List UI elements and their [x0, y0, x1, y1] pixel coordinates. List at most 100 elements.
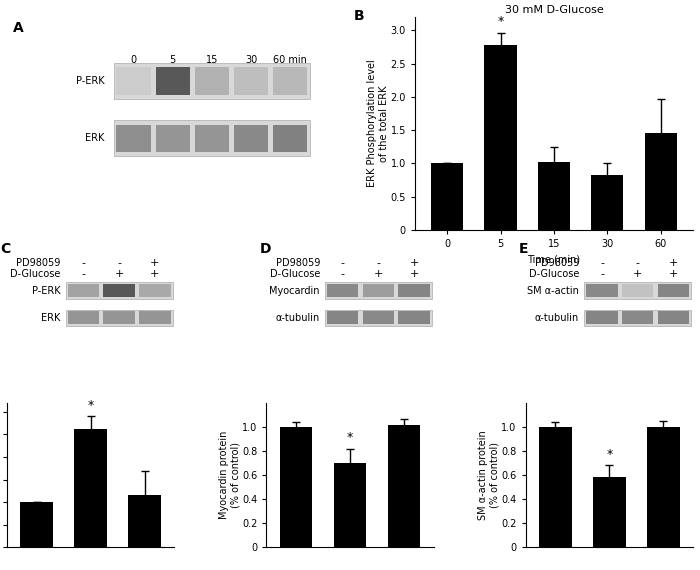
Bar: [658, 284, 690, 297]
Bar: [334, 463, 366, 547]
Bar: [622, 311, 654, 324]
Bar: [398, 284, 430, 297]
Text: *: *: [498, 15, 504, 28]
Bar: [114, 63, 310, 99]
Bar: [484, 45, 517, 230]
Text: D: D: [260, 242, 271, 256]
Text: -: -: [117, 258, 121, 268]
Text: +: +: [374, 270, 383, 279]
Bar: [104, 311, 135, 324]
Text: P-ERK: P-ERK: [32, 286, 60, 296]
Text: +: +: [668, 270, 678, 279]
Bar: [234, 67, 268, 95]
Bar: [68, 311, 99, 324]
Bar: [658, 311, 690, 324]
Text: -: -: [81, 258, 85, 268]
Text: 60 min: 60 min: [273, 55, 307, 64]
Text: -: -: [377, 258, 380, 268]
Bar: [325, 283, 432, 299]
Bar: [116, 125, 150, 152]
Text: -: -: [341, 270, 344, 279]
Bar: [593, 478, 626, 547]
Bar: [128, 495, 161, 547]
Text: B: B: [354, 9, 365, 23]
Text: +: +: [633, 270, 643, 279]
Text: +: +: [410, 258, 419, 268]
Text: 0: 0: [130, 55, 136, 64]
Bar: [280, 427, 312, 547]
Text: ERK: ERK: [85, 133, 105, 144]
Title: 30 mM D-Glucose: 30 mM D-Glucose: [505, 5, 603, 15]
Bar: [539, 427, 572, 547]
Bar: [139, 311, 171, 324]
Text: *: *: [606, 448, 612, 461]
Text: α-tubulin: α-tubulin: [276, 312, 320, 323]
Text: *: *: [347, 431, 353, 444]
Bar: [592, 175, 624, 230]
Bar: [234, 125, 268, 152]
Bar: [114, 120, 310, 157]
Bar: [155, 67, 190, 95]
Bar: [273, 125, 307, 152]
Text: +: +: [410, 270, 419, 279]
Bar: [647, 427, 680, 547]
Bar: [645, 133, 677, 230]
Text: PD98059: PD98059: [16, 258, 60, 268]
Bar: [195, 67, 229, 95]
Text: E: E: [519, 242, 528, 256]
Text: D-Glucose: D-Glucose: [10, 270, 60, 279]
Text: -: -: [341, 258, 344, 268]
Bar: [68, 284, 99, 297]
Bar: [363, 311, 394, 324]
Text: -: -: [600, 270, 604, 279]
Text: *: *: [88, 399, 94, 412]
Text: -: -: [636, 258, 640, 268]
Bar: [584, 310, 692, 326]
Y-axis label: Myocardin protein
(% of control): Myocardin protein (% of control): [219, 431, 241, 519]
Bar: [431, 164, 463, 230]
Bar: [398, 311, 430, 324]
Bar: [587, 284, 618, 297]
Text: SM α-actin: SM α-actin: [527, 286, 579, 296]
Text: C: C: [0, 242, 10, 256]
Text: PD98059: PD98059: [276, 258, 320, 268]
Bar: [327, 311, 358, 324]
Text: α-tubulin: α-tubulin: [535, 312, 579, 323]
Y-axis label: SM α-actin protein
(% of control): SM α-actin protein (% of control): [478, 430, 500, 520]
Bar: [584, 283, 692, 299]
Text: 30: 30: [245, 55, 257, 64]
Text: 5: 5: [169, 55, 176, 64]
Text: Myocardin: Myocardin: [270, 286, 320, 296]
Text: 15: 15: [206, 55, 218, 64]
Text: -: -: [600, 258, 604, 268]
Bar: [538, 162, 570, 230]
Text: +: +: [150, 270, 160, 279]
Y-axis label: ERK Phosphorylation level
of the total ERK: ERK Phosphorylation level of the total E…: [368, 60, 389, 188]
Bar: [116, 67, 150, 95]
Text: D-Glucose: D-Glucose: [270, 270, 320, 279]
Text: +: +: [114, 270, 124, 279]
Bar: [327, 284, 358, 297]
Bar: [363, 284, 394, 297]
Text: +: +: [668, 258, 678, 268]
Text: ERK: ERK: [41, 312, 60, 323]
Bar: [325, 310, 432, 326]
Text: PD98059: PD98059: [535, 258, 579, 268]
Bar: [587, 311, 618, 324]
Bar: [66, 310, 173, 326]
Bar: [273, 67, 307, 95]
Bar: [20, 502, 53, 547]
Bar: [139, 284, 171, 297]
Bar: [388, 425, 420, 547]
Text: D-Glucose: D-Glucose: [528, 270, 579, 279]
Text: +: +: [150, 258, 160, 268]
X-axis label: Time (min): Time (min): [527, 254, 580, 264]
Bar: [195, 125, 229, 152]
Bar: [66, 283, 173, 299]
Bar: [155, 125, 190, 152]
Text: A: A: [13, 21, 24, 35]
Bar: [104, 284, 135, 297]
Bar: [622, 284, 654, 297]
Text: P-ERK: P-ERK: [76, 76, 105, 86]
Bar: [74, 429, 107, 547]
